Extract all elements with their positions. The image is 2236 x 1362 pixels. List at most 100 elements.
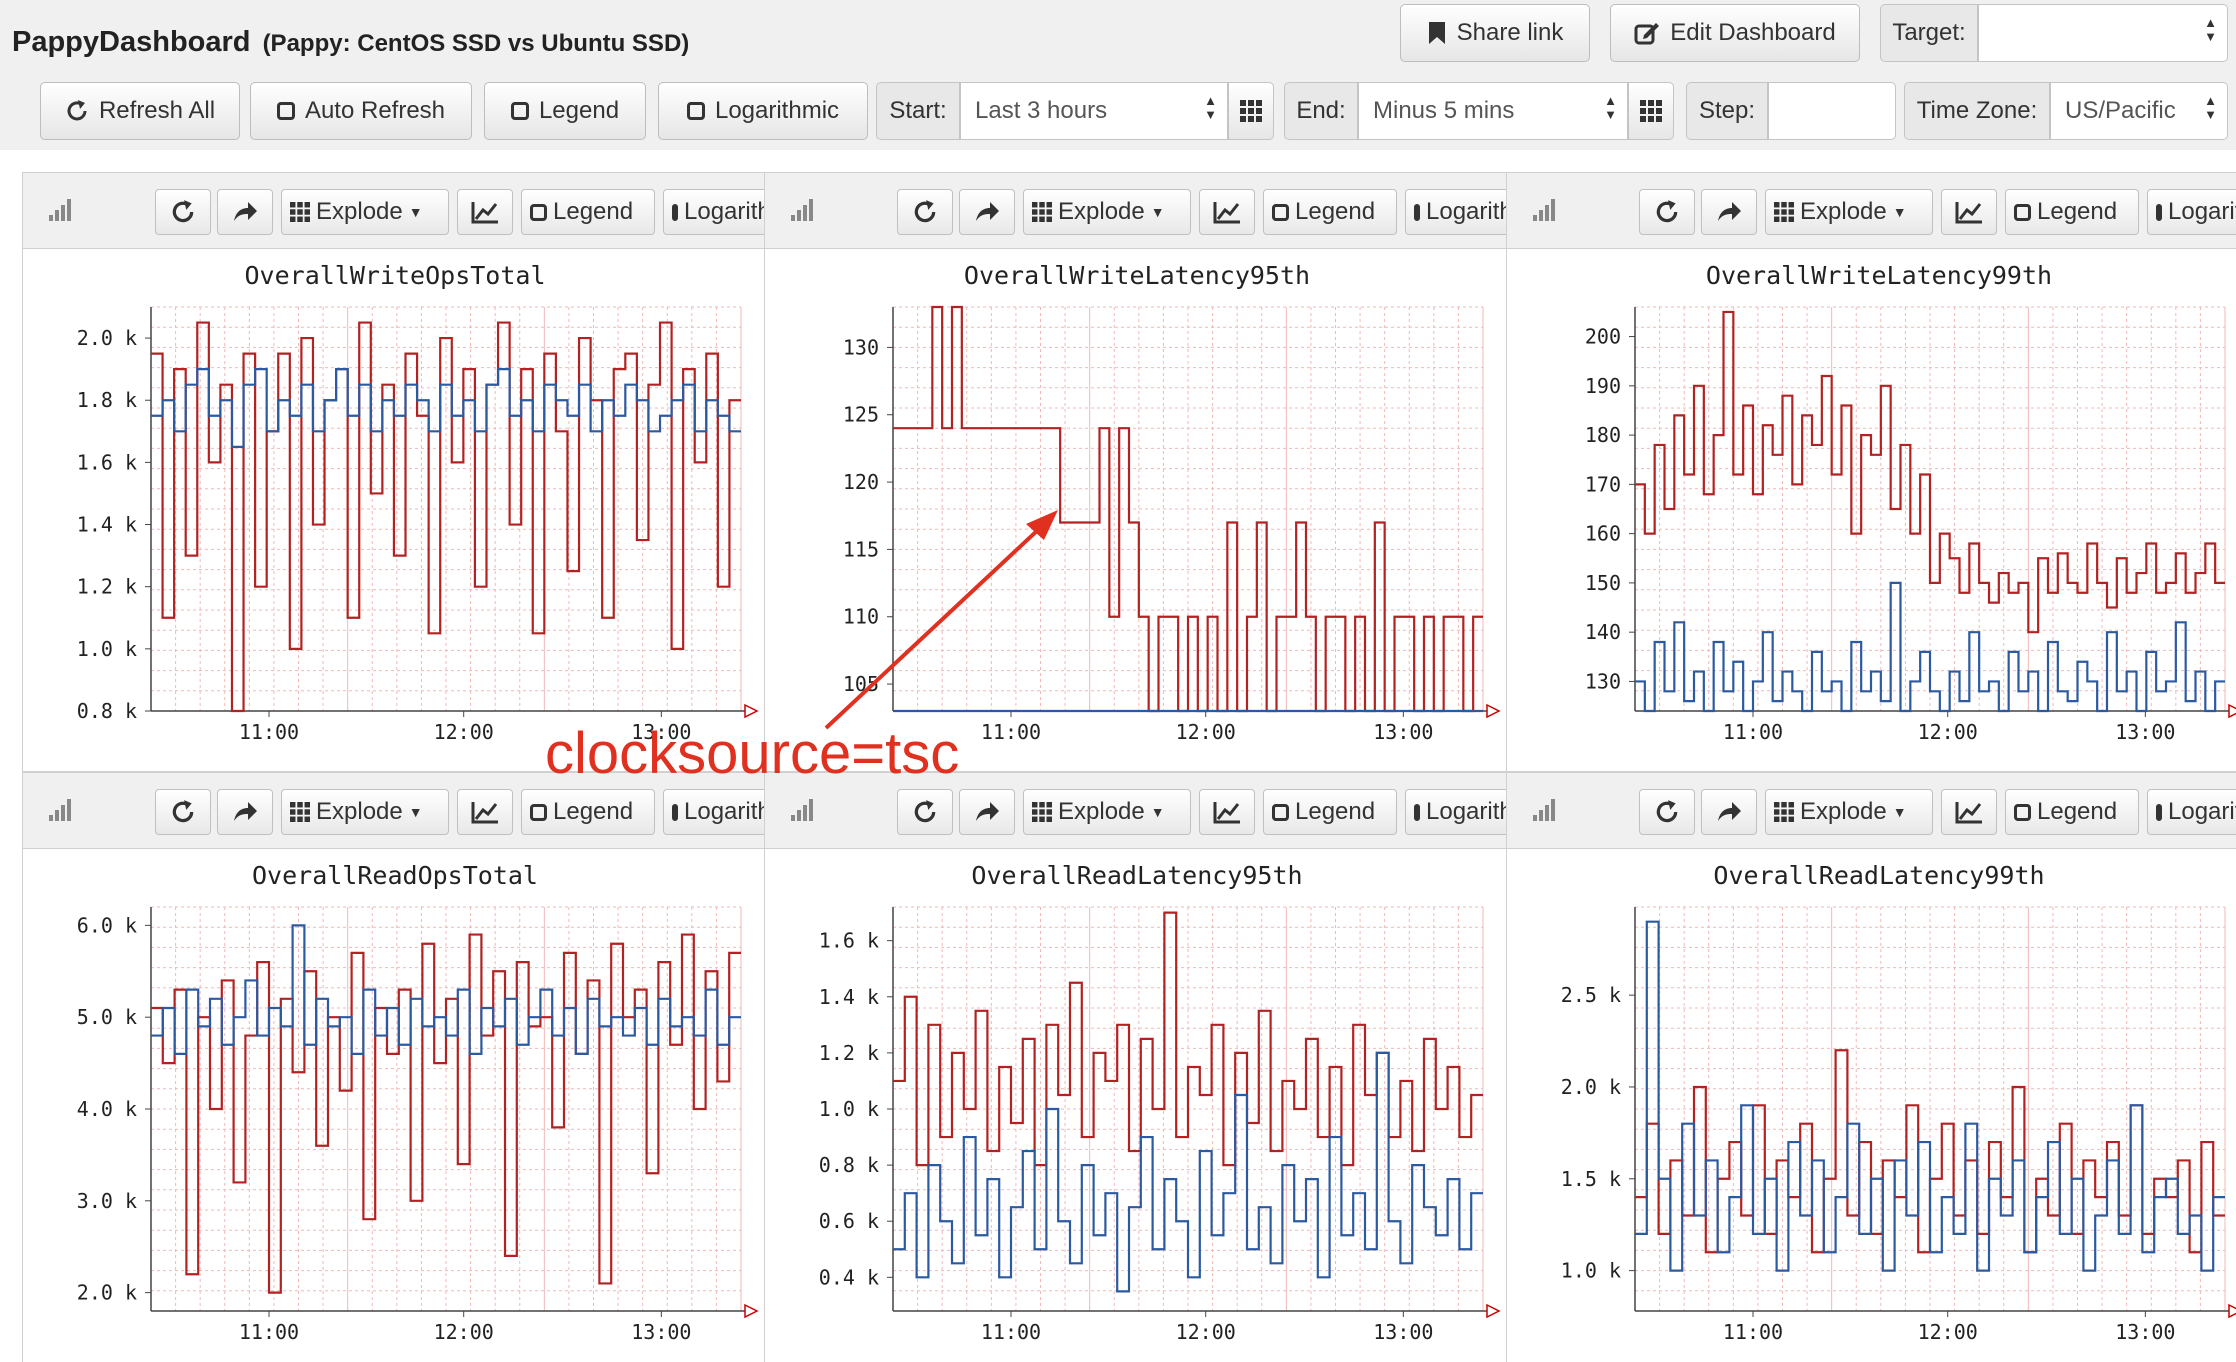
panel-refresh-button[interactable] <box>155 189 211 235</box>
checkbox-icon <box>530 203 547 221</box>
app-title: PappyDashboard <box>12 26 251 58</box>
panel-chart-options-button[interactable] <box>1941 789 1997 835</box>
y-tick-label: 3.0 k <box>77 1189 137 1213</box>
panel-share-button[interactable] <box>959 789 1015 835</box>
x-tick-label: 13:00 <box>2115 720 2175 744</box>
panel-chart-options-button[interactable] <box>1199 189 1255 235</box>
panel-chart-options-button[interactable] <box>457 189 513 235</box>
x-tick-label: 13:00 <box>1373 1320 1433 1344</box>
x-tick-label: 12:00 <box>434 720 494 744</box>
series-line-blue <box>893 1051 1483 1293</box>
annotation-text: clocksource=tsc <box>545 721 960 786</box>
chart-title: OverallWriteOpsTotal <box>244 261 546 290</box>
panel-legend-label: Legend <box>1295 798 1376 825</box>
refresh-icon <box>65 99 89 123</box>
auto-refresh-toggle[interactable]: Auto Refresh <box>250 82 472 140</box>
y-tick-label: 200 <box>1585 325 1621 349</box>
panel-logarithmic-label: Logarithmic <box>684 198 765 225</box>
checkbox-icon <box>2014 803 2031 821</box>
y-tick-label: 140 <box>1585 620 1621 644</box>
chart-plot: 105 110 115 120 125 130 11:00 12:00 13:00 <box>843 305 1501 744</box>
y-tick-label: 0.8 k <box>819 1153 879 1177</box>
target-select[interactable]: ▲ ▼ <box>1978 4 2228 62</box>
panel-refresh-button[interactable] <box>155 789 211 835</box>
panel-explode-dropdown[interactable]: Explode ▼ <box>1023 789 1191 835</box>
panel-logarithmic-toggle[interactable]: Logarithmic <box>1405 789 1507 835</box>
refresh-icon <box>1654 799 1680 825</box>
panel-explode-dropdown[interactable]: Explode ▼ <box>1765 789 1933 835</box>
chart-title: OverallWriteLatency99th <box>1705 261 2053 290</box>
y-tick-label: 0.4 k <box>819 1265 879 1289</box>
y-tick-label: 170 <box>1585 472 1621 496</box>
x-axis-arrow-icon <box>744 1303 759 1319</box>
y-tick-label: 130 <box>843 335 879 359</box>
refresh-all-button[interactable]: Refresh All <box>40 82 240 140</box>
panel-legend-toggle[interactable]: Legend <box>521 789 655 835</box>
panel-logarithmic-toggle[interactable]: Logarithmic <box>1405 189 1507 235</box>
panel-refresh-button[interactable] <box>897 789 953 835</box>
step-label: Step: <box>1686 82 1768 140</box>
panel-refresh-button[interactable] <box>1639 789 1695 835</box>
x-axis-arrow-icon <box>1486 703 1501 719</box>
panel-explode-dropdown[interactable]: Explode ▼ <box>281 189 449 235</box>
panel-chart-options-button[interactable] <box>1941 189 1997 235</box>
panel-legend-toggle[interactable]: Legend <box>2005 789 2139 835</box>
edit-dashboard-button[interactable]: Edit Dashboard <box>1610 4 1860 62</box>
panel-legend-toggle[interactable]: Legend <box>521 189 655 235</box>
caret-down-icon: ▼ <box>1892 204 1907 220</box>
chart-title: OverallReadLatency95th <box>971 861 1303 890</box>
panel-logarithmic-toggle[interactable]: Logarithmic <box>2147 789 2236 835</box>
signal-bars-icon <box>1533 199 1555 226</box>
panel-explode-dropdown[interactable]: Explode ▼ <box>281 789 449 835</box>
panel-explode-dropdown[interactable]: Explode ▼ <box>1023 189 1191 235</box>
logarithmic-label: Logarithmic <box>714 97 840 124</box>
panel-share-button[interactable] <box>217 189 273 235</box>
share-arrow-icon <box>1716 201 1742 223</box>
signal-bars-icon <box>49 199 71 226</box>
end-picker-button[interactable] <box>1628 82 1674 140</box>
panel-chart-options-button[interactable] <box>1199 789 1255 835</box>
panel-logarithmic-toggle[interactable]: Logarithmic <box>663 789 765 835</box>
start-picker-button[interactable] <box>1228 82 1274 140</box>
panel-refresh-button[interactable] <box>897 189 953 235</box>
x-tick-label: 13:00 <box>1373 720 1433 744</box>
share-arrow-icon <box>232 801 258 823</box>
step-input[interactable] <box>1768 82 1896 140</box>
panel-share-button[interactable] <box>217 789 273 835</box>
y-tick-label: 180 <box>1585 423 1621 447</box>
panel-share-button[interactable] <box>1701 189 1757 235</box>
checkbox-icon <box>1272 803 1289 821</box>
panel-share-button[interactable] <box>959 189 1015 235</box>
panel-share-button[interactable] <box>1701 789 1757 835</box>
panel-legend-toggle[interactable]: Legend <box>2005 189 2139 235</box>
grid-icon <box>290 202 310 222</box>
caret-down-icon: ▼ <box>408 204 423 220</box>
panel-logarithmic-toggle[interactable]: Logarithmic <box>2147 189 2236 235</box>
timezone-select[interactable]: US/Pacific ▲ ▼ <box>2050 82 2228 140</box>
dashboard-header: PappyDashboard (Pappy: CentOS SSD vs Ubu… <box>0 0 2236 150</box>
select-arrows-icon: ▲ ▼ <box>1204 93 1217 122</box>
signal-bars-icon <box>791 199 813 226</box>
edit-dashboard-label: Edit Dashboard <box>1670 19 1836 46</box>
grid-icon <box>1774 802 1794 822</box>
panel-logarithmic-toggle[interactable]: Logarithmic <box>663 189 765 235</box>
panel-refresh-button[interactable] <box>1639 189 1695 235</box>
panel-explode-dropdown[interactable]: Explode ▼ <box>1765 189 1933 235</box>
refresh-all-label: Refresh All <box>98 97 216 124</box>
logarithmic-toggle[interactable]: Logarithmic <box>658 82 868 140</box>
panel-legend-toggle[interactable]: Legend <box>1263 189 1397 235</box>
series-line-red <box>151 321 741 713</box>
panel-legend-toggle[interactable]: Legend <box>1263 789 1397 835</box>
legend-toggle[interactable]: Legend <box>484 82 646 140</box>
share-link-button[interactable]: Share link <box>1400 4 1590 62</box>
end-select[interactable]: Minus 5 mins ▲ ▼ <box>1358 82 1628 140</box>
panel-chart-options-button[interactable] <box>457 789 513 835</box>
chart-plot: 1.0 k 1.5 k 2.0 k 2.5 k 11:00 12:00 13:00 <box>1561 906 2236 1344</box>
start-select[interactable]: Last 3 hours ▲ ▼ <box>960 82 1228 140</box>
chart-title: OverallWriteLatency95th <box>963 261 1311 290</box>
panel-logarithmic-label: Logarithmic <box>2168 798 2236 825</box>
y-tick-label: 190 <box>1585 374 1621 398</box>
end-value: Minus 5 mins <box>1373 97 1515 124</box>
refresh-icon <box>912 199 938 225</box>
refresh-icon <box>170 199 196 225</box>
